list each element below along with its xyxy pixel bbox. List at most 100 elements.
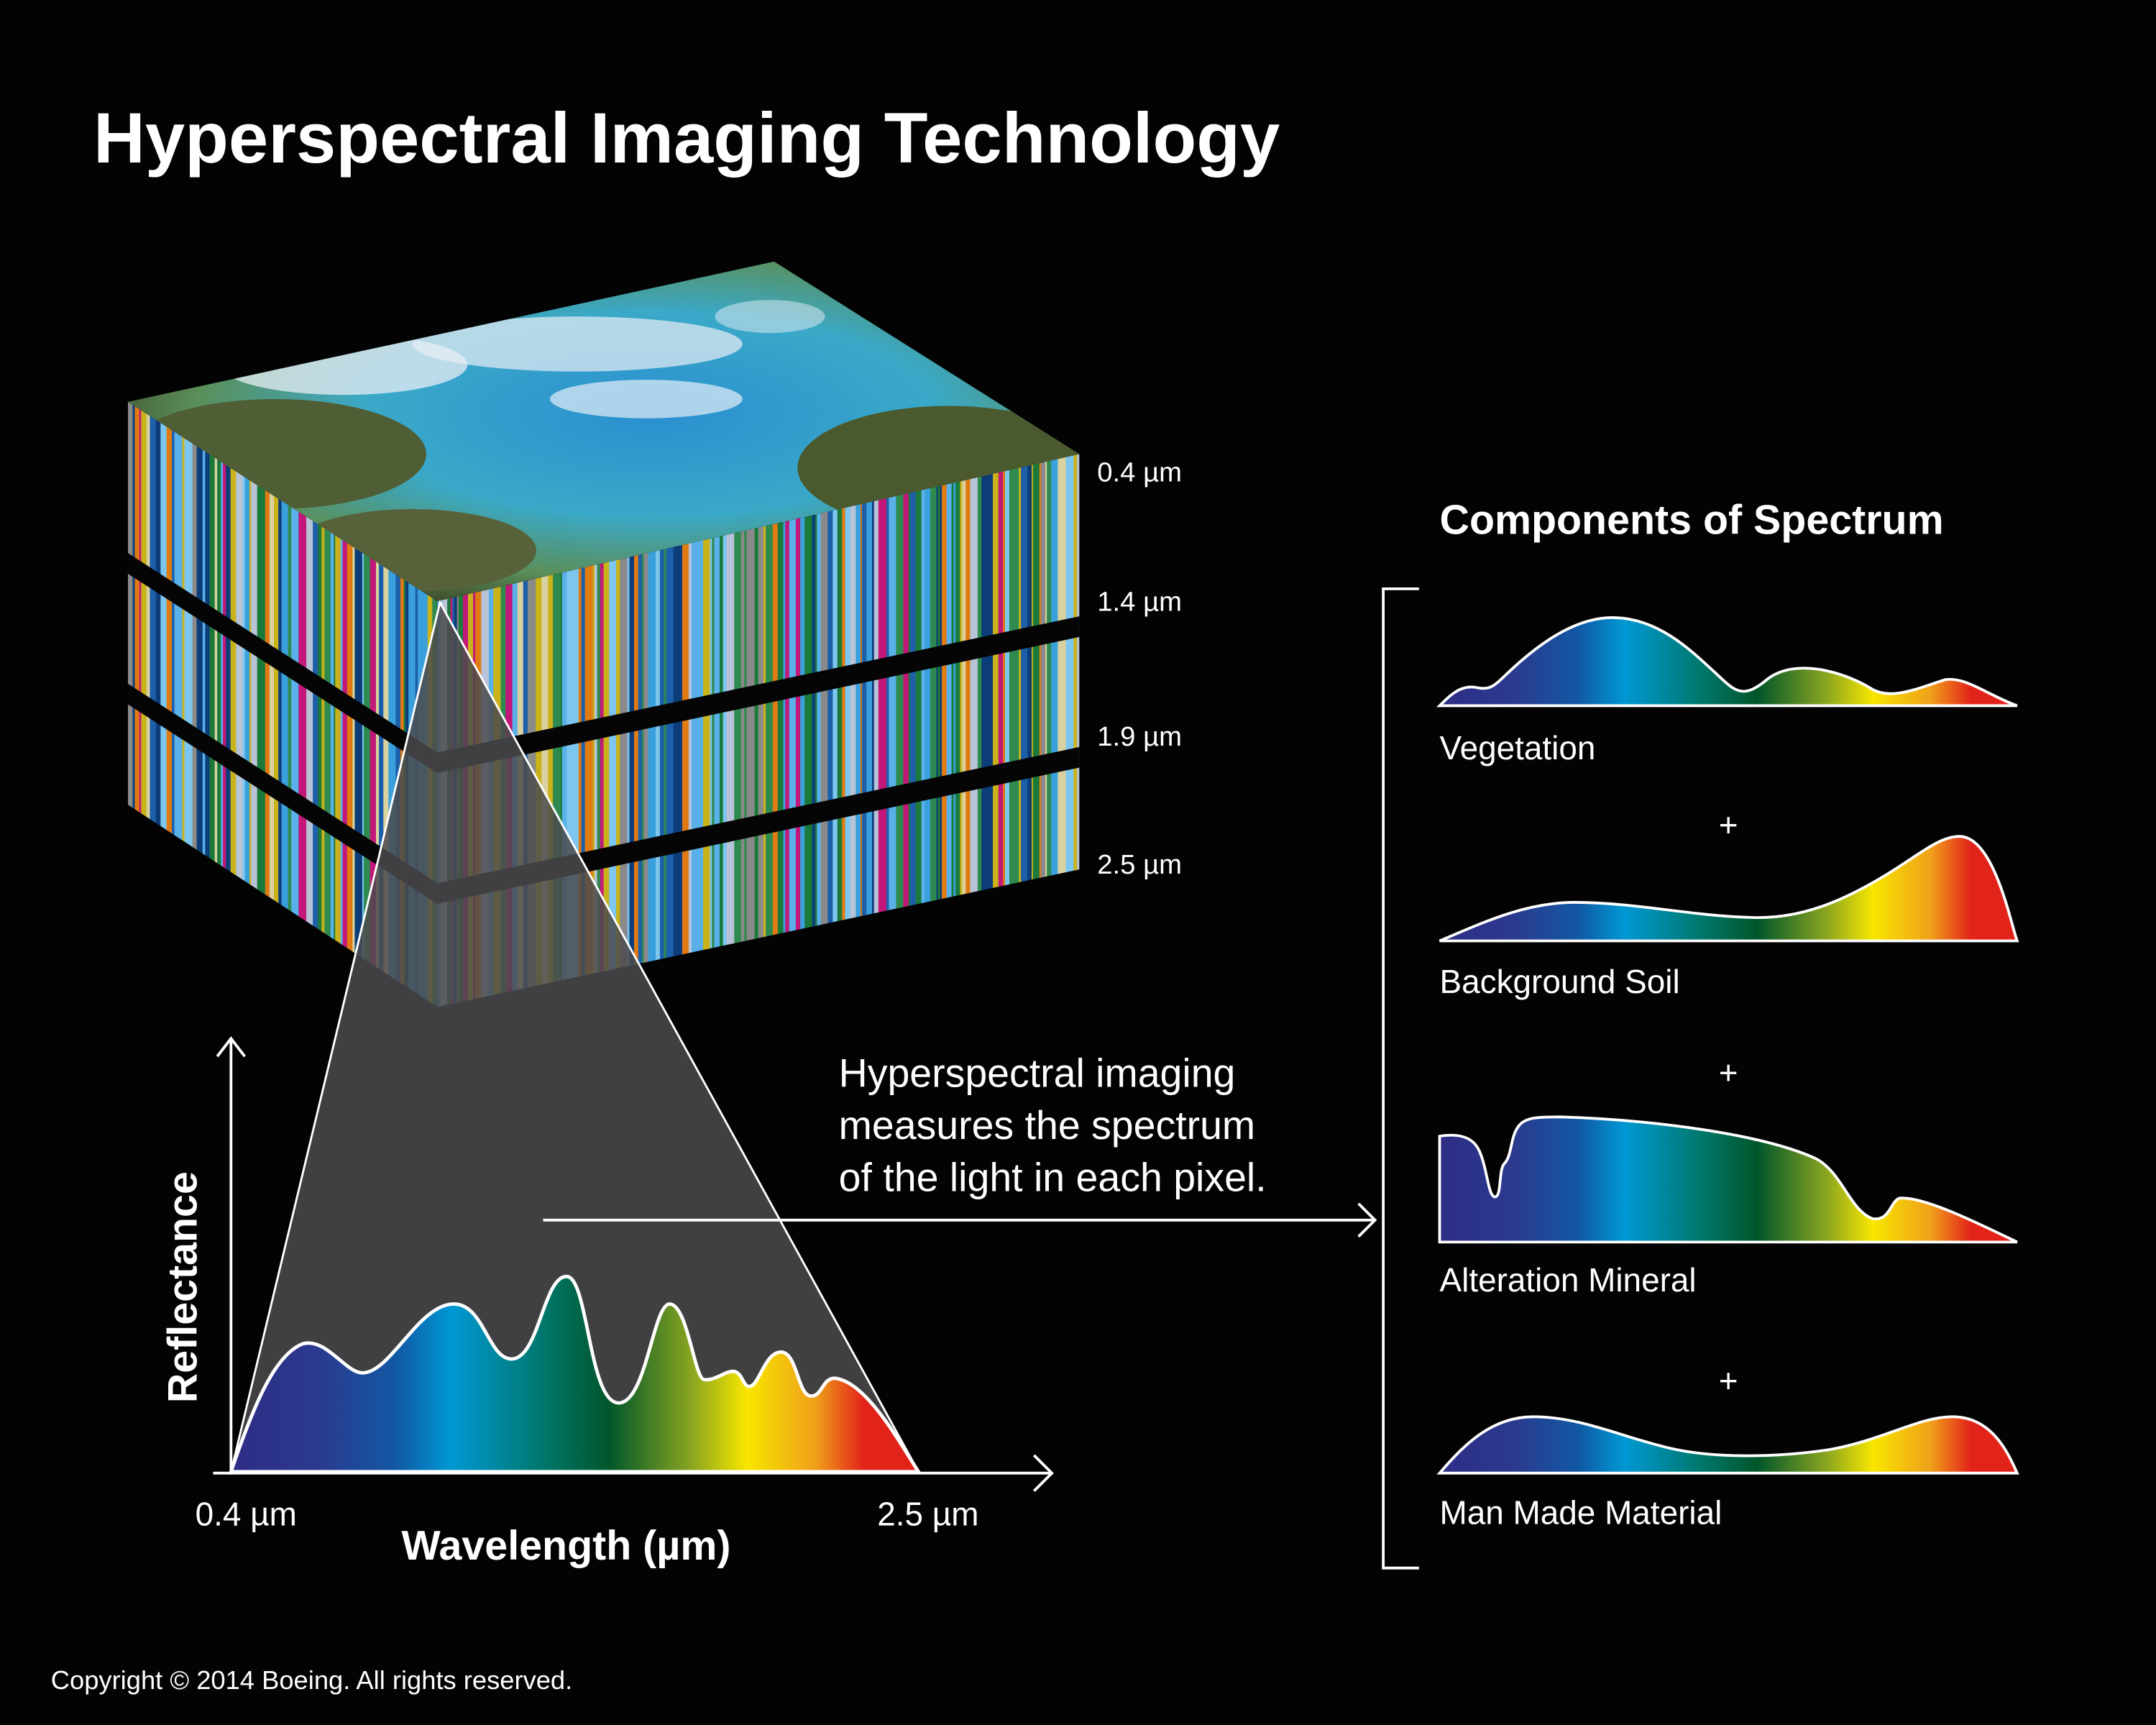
cube-stripe — [740, 454, 746, 1007]
cube-stripe — [855, 454, 861, 1007]
cube-stripe — [832, 454, 838, 1007]
cube-stripe — [400, 401, 405, 1007]
cube-stripe — [699, 454, 704, 1007]
cube-stripe — [408, 401, 416, 1007]
cube-stripe — [812, 454, 816, 1007]
cube-stripe — [970, 454, 978, 1007]
cube-stripe — [230, 401, 237, 1007]
cube-stripe — [682, 454, 689, 1007]
cube-stripe — [244, 401, 250, 1007]
cube-stripe — [150, 401, 157, 1007]
cube-stripe — [536, 454, 543, 1007]
plus-sign-1: + — [1719, 806, 1738, 843]
cube-stripe — [1040, 454, 1047, 1007]
cube-stripe — [962, 454, 967, 1007]
y-axis-label: Reflectance — [160, 1171, 206, 1403]
cube-stripe — [1031, 454, 1034, 1007]
cube-stripe — [226, 401, 231, 1007]
cube-stripe — [930, 454, 937, 1007]
cube-stripe — [692, 454, 700, 1007]
cube-stripe — [1058, 454, 1067, 1007]
cube-stripe — [1027, 454, 1032, 1007]
cube-stripe — [1032, 454, 1040, 1007]
cube-stripe — [678, 454, 683, 1007]
cube-stripe — [269, 401, 275, 1007]
cube-stripe — [379, 401, 382, 1007]
y-axis-arrowhead-icon — [216, 1036, 246, 1058]
cube-stripe — [1009, 454, 1017, 1007]
cube-stripe — [273, 401, 280, 1007]
cube-stripe — [306, 401, 314, 1007]
cube-stripe — [236, 401, 244, 1007]
cube-stripe — [184, 401, 193, 1007]
cube-stripe — [395, 401, 401, 1007]
cube-stripe — [648, 454, 657, 1007]
cube-stripe — [251, 401, 258, 1007]
cube-stripe — [820, 454, 829, 1007]
components-title: Components of Spectrum — [1440, 497, 1944, 543]
cube-stripe — [953, 454, 957, 1007]
cube-stripe — [702, 454, 711, 1007]
cube-stripe — [364, 401, 371, 1007]
cube-stripe — [318, 401, 323, 1007]
cube-stripe — [845, 454, 851, 1007]
cube-stripe — [710, 454, 713, 1007]
component-label-vegetation: Vegetation — [1440, 729, 1596, 767]
cube-layer-gaps — [127, 553, 1080, 904]
plus-sign-2: + — [1719, 1053, 1738, 1091]
cube-stripe — [981, 454, 987, 1007]
cube-stripe — [281, 401, 289, 1007]
cube-stripe — [804, 454, 813, 1007]
cube-stripe — [1016, 454, 1020, 1007]
cube-stripe — [688, 454, 692, 1007]
cube-stripe — [817, 454, 822, 1007]
cube-stripe — [946, 454, 953, 1007]
cube-stripe — [1045, 454, 1048, 1007]
component-label-alteration-mineral: Alteration Mineral — [1440, 1261, 1697, 1299]
cube-stripe — [960, 454, 963, 1007]
cube-stripe — [641, 454, 645, 1007]
cube-stripe — [800, 454, 806, 1007]
cube-stripe — [940, 454, 942, 1007]
cube-stripe — [942, 454, 948, 1007]
cube-stripe — [1005, 454, 1010, 1007]
cube-stripe — [388, 401, 397, 1007]
components-bracket — [1382, 587, 1419, 1570]
cube-stripe — [726, 454, 735, 1007]
cube-stripe — [1039, 454, 1042, 1007]
cube-stripe — [405, 401, 410, 1007]
cube-stripe — [720, 454, 724, 1007]
cube-stripe — [896, 454, 904, 1007]
cube-stripe — [837, 454, 843, 1007]
cube-stripe — [362, 401, 365, 1007]
cube-stripe — [403, 401, 407, 1007]
cube-stripe — [785, 454, 790, 1007]
cube-stripe — [977, 454, 983, 1007]
cube-stripe — [214, 401, 219, 1007]
cube-stripe — [223, 401, 227, 1007]
cube-stripe — [673, 454, 679, 1007]
cube-stripe — [766, 454, 774, 1007]
vegetation-spectrum — [1436, 616, 2018, 708]
cube-stripe — [763, 454, 766, 1007]
cube-stripe — [523, 454, 528, 1007]
cube-stripe — [878, 454, 887, 1007]
cube-stripe — [746, 454, 756, 1007]
cube-stripe — [666, 454, 674, 1007]
page-title: Hyperspectral Imaging Technology — [93, 99, 1280, 178]
layer-label-3: 2.5 µm — [1097, 849, 1182, 880]
cube-stripe — [909, 454, 917, 1007]
cube-stripe — [1073, 454, 1078, 1007]
cube-stripe — [375, 401, 380, 1007]
cube-stripe — [141, 401, 147, 1007]
arrowhead-icon — [1357, 1202, 1377, 1238]
hyperspectral-cube — [127, 261, 1080, 1007]
cube-stripe — [383, 401, 390, 1007]
x-min-label: 0.4 µm — [196, 1495, 297, 1532]
cube-stripe — [265, 401, 270, 1007]
cube-stripe — [866, 454, 873, 1007]
cube-stripe — [860, 454, 863, 1007]
cube-stripe — [257, 401, 266, 1007]
cube-stripe — [291, 401, 300, 1007]
man-made-material-spectrum — [1436, 1415, 2019, 1475]
